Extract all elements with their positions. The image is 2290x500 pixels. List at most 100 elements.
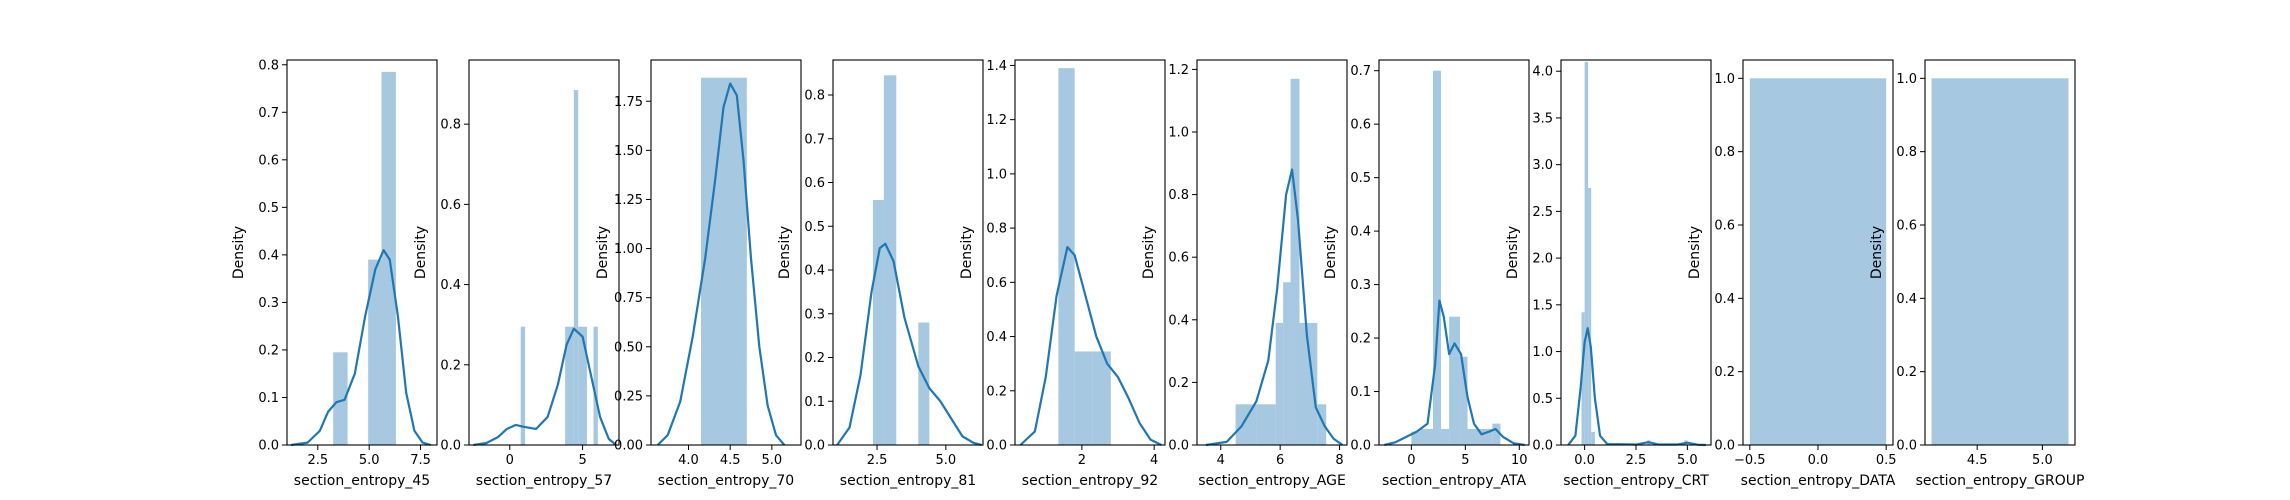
y-tick-label: 0.2	[1896, 365, 1917, 380]
y-tick-label: 1.0	[1714, 72, 1735, 87]
y-tick-label: 0.0	[1532, 439, 1553, 454]
histogram-bar	[872, 200, 884, 445]
subplot-2: 0 5 0.0 0.2 0.4 0.6 0.8 section_entropy_57 Densi…	[413, 59, 620, 489]
y-tick-label: 0.2	[440, 358, 461, 373]
histogram-bar	[1591, 431, 1595, 445]
histogram-bar	[918, 322, 930, 445]
subplot-1: 2.5 5.0 7.5 0.0 0.1 0.2 0.3 0.4 0.5 0.6 0.7 0.8 sect…	[231, 58, 438, 489]
y-tick-label: 0.00	[614, 439, 643, 454]
histogram-bar	[520, 326, 526, 445]
subplot-3: 4.0 4.5 5.0 0.00 0.25 0.50 0.75 1.00 1.25 1.50 1.7…	[595, 59, 802, 489]
x-tick-label: 5	[1461, 453, 1469, 468]
y-axis-label: Density	[1141, 226, 1157, 279]
y-axis-label: Density	[1323, 226, 1339, 279]
x-axis-label: section_entropy_70	[658, 473, 794, 489]
y-tick-label: 0.7	[258, 106, 279, 121]
y-tick-label: 1.2	[1168, 63, 1189, 78]
x-axis-label: section_entropy_45	[294, 473, 430, 489]
y-tick-label: 0.8	[986, 222, 1007, 237]
x-tick-label: 10	[1511, 453, 1528, 468]
y-tick-label: 0.0	[1350, 439, 1371, 454]
y-tick-label: 0.3	[804, 307, 825, 322]
y-tick-label: 1.0	[1896, 72, 1917, 87]
y-tick-label: 0.6	[804, 176, 825, 191]
y-tick-label: 0.8	[258, 58, 279, 73]
y-tick-label: 4.0	[1532, 65, 1553, 80]
subplot-7: 0 5 10 0.0 0.1 0.2 0.3 0.4 0.5 0.6 0.7 section_entr…	[1323, 59, 1530, 489]
x-tick-label: 4.5	[720, 453, 741, 468]
y-tick-label: 0.4	[986, 330, 1007, 345]
y-tick-label: 0.4	[1168, 313, 1189, 328]
y-tick-label: 1.2	[986, 113, 1007, 128]
y-tick-label: 0.4	[440, 278, 461, 293]
x-tick-label: 4.5	[1967, 453, 1988, 468]
y-tick-label: 0.6	[1896, 219, 1917, 234]
histogram-bar	[701, 77, 724, 446]
histogram-bar	[578, 326, 587, 445]
y-tick-label: 0.0	[1168, 439, 1189, 454]
y-tick-label: 0.8	[1714, 145, 1735, 160]
x-tick-label: 4	[1150, 453, 1158, 468]
y-tick-label: 2.5	[1532, 205, 1553, 220]
y-tick-label: 0.4	[1350, 225, 1371, 240]
y-tick-label: 0.3	[258, 296, 279, 311]
kde-line	[290, 249, 432, 447]
y-tick-label: 0.1	[1350, 385, 1371, 400]
axes-frame	[832, 59, 984, 446]
y-tick-label: 0.2	[258, 343, 279, 358]
x-tick-label: 7.5	[410, 453, 431, 468]
x-tick-label: 2.5	[307, 453, 328, 468]
y-tick-label: 0.50	[614, 340, 643, 355]
histogram-bar	[1588, 188, 1592, 445]
y-tick-label: 0.8	[1896, 145, 1917, 160]
histogram-bar	[593, 326, 598, 445]
x-tick-label: 4.0	[678, 453, 699, 468]
histogram-bar	[368, 259, 382, 445]
histogram-bar	[1749, 78, 1887, 445]
y-tick-label: 0.0	[804, 439, 825, 454]
y-tick-label: 0.3	[1350, 278, 1371, 293]
y-axis-label: Density	[231, 226, 247, 279]
kde-line	[836, 242, 982, 447]
y-tick-label: 0.75	[614, 291, 643, 306]
y-tick-label: 0.2	[804, 351, 825, 366]
y-tick-label: 0.5	[1350, 171, 1371, 186]
y-tick-label: 3.0	[1532, 158, 1553, 173]
axes-frame	[1378, 59, 1530, 446]
x-tick-label: 5.0	[936, 453, 957, 468]
y-tick-label: 0.6	[1168, 251, 1189, 266]
x-axis-label: section_entropy_ATA	[1382, 473, 1527, 489]
y-tick-label: 0.4	[804, 264, 825, 279]
x-tick-label: 5.0	[359, 453, 380, 468]
histogram-bar	[1275, 322, 1284, 445]
histogram-bar	[1074, 351, 1093, 445]
kde-line	[473, 327, 617, 447]
histogram-bar	[1317, 404, 1327, 445]
histogram-bar	[1411, 431, 1420, 445]
x-axis-label: section_entropy_AGE	[1198, 473, 1346, 489]
axes-frame	[286, 59, 438, 446]
y-axis-label: Density	[1869, 226, 1885, 279]
x-tick-label: 0.5	[1876, 453, 1897, 468]
x-axis-label: section_entropy_GROUP	[1916, 473, 2085, 489]
histogram-bar	[1492, 423, 1501, 445]
y-tick-label: 0.1	[258, 391, 279, 406]
histogram-bar	[1449, 316, 1460, 445]
y-tick-label: 0.5	[1532, 392, 1553, 407]
y-tick-label: 0.7	[804, 132, 825, 147]
subplot-5: 2 4 0.0 0.2 0.4 0.6 0.8 1.0 1.2 1.4 section_entrop…	[959, 59, 1166, 489]
y-tick-label: 3.5	[1532, 111, 1553, 126]
subplot-4: 2.5 5.0 0.0 0.1 0.2 0.3 0.4 0.5 0.6 0.7 0.8 section…	[777, 59, 984, 489]
y-tick-label: 0.1	[804, 395, 825, 410]
x-tick-label: 0.0	[1574, 453, 1595, 468]
y-tick-label: 1.00	[614, 242, 643, 257]
subplot-8: 0.0 2.5 5.0 0.0 0.5 1.0 1.5 2.0 2.5 3.0 3.5 4.0 sect…	[1505, 59, 1712, 489]
y-axis-label: Density	[777, 226, 793, 279]
subplot-10: 4.5 5.0 0.0 0.2 0.4 0.6 0.8 1.0 section_entropy_…	[1869, 59, 2085, 489]
y-axis-label: Density	[1505, 226, 1521, 279]
histogram-bar	[883, 75, 897, 445]
y-tick-label: 0.5	[804, 220, 825, 235]
y-tick-label: 0.4	[258, 248, 279, 263]
axes-frame	[1924, 59, 2076, 446]
y-tick-label: 0.0	[1714, 439, 1735, 454]
